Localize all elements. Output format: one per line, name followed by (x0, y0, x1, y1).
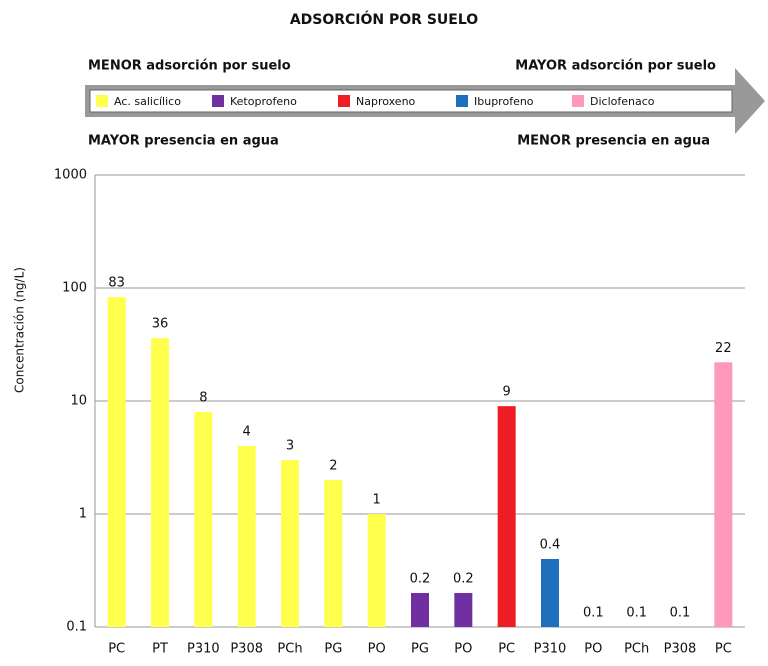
y-tick-label: 1000 (54, 168, 87, 183)
legend-swatch (212, 95, 224, 107)
value-label: 0.2 (410, 571, 431, 586)
bar (454, 592, 473, 627)
legend-swatch (456, 95, 468, 107)
x-tick-label: PT (152, 642, 168, 657)
x-tick-label: P308 (664, 642, 697, 657)
legend-label: Ac. salicílico (114, 95, 181, 108)
bar (367, 514, 386, 627)
bar (194, 411, 213, 627)
legend-swatch (572, 95, 584, 107)
y-tick-label: 10 (70, 394, 87, 409)
value-label: 9 (503, 385, 511, 400)
value-label: 0.4 (540, 537, 561, 552)
y-axis-label: Concentración (ng/L) (13, 267, 27, 393)
value-label: 1 (373, 493, 381, 508)
legend-label: Ketoprofeno (230, 95, 297, 108)
value-label: 0.2 (453, 571, 474, 586)
bar (541, 558, 559, 627)
x-tick-label: PC (498, 642, 515, 657)
annotation: MENOR adsorción por suelo (88, 59, 291, 74)
x-tick-label: PG (411, 642, 429, 657)
bar (237, 445, 256, 627)
value-label: 0.1 (583, 606, 604, 621)
value-label: 2 (329, 458, 337, 473)
value-label: 83 (108, 276, 125, 291)
x-tick-label: PG (324, 642, 342, 657)
x-tick-label: PO (454, 642, 472, 657)
y-tick-label: 100 (62, 281, 87, 296)
x-tick-label: P310 (187, 642, 220, 657)
x-tick-label: PCh (624, 642, 649, 657)
legend-label: Diclofenaco (590, 95, 655, 108)
legend-swatch (96, 95, 108, 107)
legend-swatch (338, 95, 350, 107)
x-tick-label: PO (368, 642, 386, 657)
x-tick-label: PO (584, 642, 602, 657)
value-label: 3 (286, 439, 294, 454)
bar (324, 479, 343, 627)
bar (107, 297, 126, 627)
legend-box (89, 89, 733, 113)
value-label: 22 (715, 341, 732, 356)
y-tick-label: 0.1 (66, 620, 87, 635)
value-label: 0.1 (626, 606, 647, 621)
legend-label: Naproxeno (356, 95, 416, 108)
bar (497, 406, 516, 627)
value-label: 36 (152, 317, 169, 332)
value-label: 0.1 (670, 606, 691, 621)
bar (714, 362, 733, 627)
annotation: MAYOR adsorción por suelo (515, 59, 716, 74)
bar (411, 592, 429, 627)
annotation: MENOR presencia en agua (517, 134, 710, 149)
x-tick-label: P308 (230, 642, 263, 657)
value-label: 8 (199, 390, 207, 405)
bar (281, 460, 299, 627)
y-tick-label: 1 (79, 507, 87, 522)
x-tick-label: PC (715, 642, 732, 657)
annotation: MAYOR presencia en agua (88, 134, 279, 149)
value-label: 4 (243, 424, 251, 439)
legend-label: Ibuprofeno (474, 95, 534, 108)
bar (151, 338, 169, 627)
chart-title: ADSORCIÓN POR SUELO (290, 10, 478, 28)
x-tick-label: P310 (534, 642, 567, 657)
x-tick-label: PC (108, 642, 125, 657)
x-tick-label: PCh (277, 642, 302, 657)
